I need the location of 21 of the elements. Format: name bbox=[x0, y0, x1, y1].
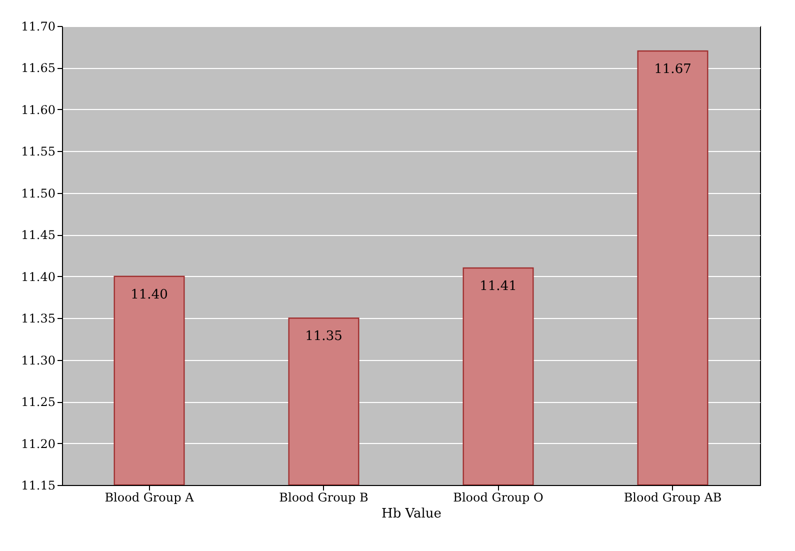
data-label: 11.41 bbox=[480, 279, 517, 294]
data-label: 11.35 bbox=[305, 329, 342, 344]
data-label: 11.40 bbox=[130, 287, 168, 302]
y-tick-label: 11.25 bbox=[21, 395, 56, 410]
x-tick-label: Blood Group B bbox=[279, 490, 369, 504]
y-tick-label: 11.50 bbox=[21, 186, 56, 200]
y-tick-label: 11.70 bbox=[21, 20, 56, 34]
y-tick-label: 11.45 bbox=[21, 228, 56, 242]
y-tick-label: 11.15 bbox=[21, 478, 56, 492]
y-tick-label: 11.55 bbox=[21, 144, 56, 159]
y-tick-label: 11.30 bbox=[21, 353, 56, 368]
y-tick-label: 11.65 bbox=[21, 61, 56, 76]
y-tick-label: 11.60 bbox=[21, 102, 56, 117]
x-axis-title: Hb Value bbox=[382, 506, 442, 522]
y-tick-label: 11.40 bbox=[21, 270, 56, 284]
x-tick-label: Blood Group AB bbox=[624, 490, 722, 504]
y-tick-label: 11.20 bbox=[21, 436, 56, 451]
x-tick-label: Blood Group A bbox=[104, 490, 194, 504]
y-tick-label: 11.35 bbox=[21, 312, 56, 326]
x-tick-label: Blood Group O bbox=[453, 490, 544, 504]
data-label: 11.67 bbox=[654, 62, 692, 78]
